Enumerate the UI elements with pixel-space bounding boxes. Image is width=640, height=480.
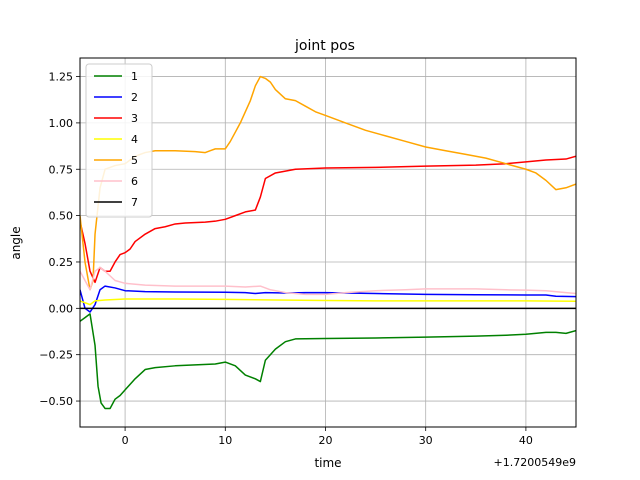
series-line-3 [80, 155, 576, 284]
series-line-2 [80, 285, 576, 313]
chart-title: joint pos [294, 38, 355, 54]
legend-label-1: 1 [131, 70, 138, 83]
y-tick-label: 0.50 [49, 210, 74, 223]
legend-label-3: 3 [131, 112, 138, 125]
y-tick-label: 1.00 [49, 117, 74, 130]
plot-frame [79, 57, 577, 428]
legend-box [85, 63, 153, 218]
x-tick-label: 10 [218, 434, 232, 447]
y-tick-label: −0.50 [39, 395, 73, 408]
legend-label-6: 6 [131, 175, 138, 188]
legend: 1 2 3 4 5 6 7 [85, 63, 153, 218]
y-tick-label: 0.75 [49, 163, 74, 176]
x-tick-label: 30 [419, 434, 433, 447]
y-axis-label: angle [9, 226, 23, 259]
x-tick-label: 20 [318, 434, 332, 447]
legend-label-4: 4 [131, 133, 138, 146]
legend-label-7: 7 [131, 196, 138, 209]
legend-label-2: 2 [131, 91, 138, 104]
series-line-4 [80, 298, 576, 306]
x-axis-ticks: 0 10 20 30 40 [122, 427, 533, 447]
legend-label-5: 5 [131, 154, 138, 167]
y-tick-label: −0.25 [39, 349, 73, 362]
series-line-6 [80, 266, 576, 296]
x-tick-label: 0 [122, 434, 129, 447]
y-axis-ticks: −0.50 −0.25 0.00 0.25 0.50 0.75 1.00 1.25 [39, 71, 80, 408]
x-axis-offset-label: +1.7200549e9 [494, 456, 576, 469]
series-line-1 [80, 313, 576, 410]
y-tick-label: 1.25 [49, 71, 74, 84]
x-axis-label: time [314, 456, 341, 470]
y-tick-label: 0.00 [49, 302, 74, 315]
y-tick-label: 0.25 [49, 256, 74, 269]
x-tick-label: 40 [519, 434, 533, 447]
